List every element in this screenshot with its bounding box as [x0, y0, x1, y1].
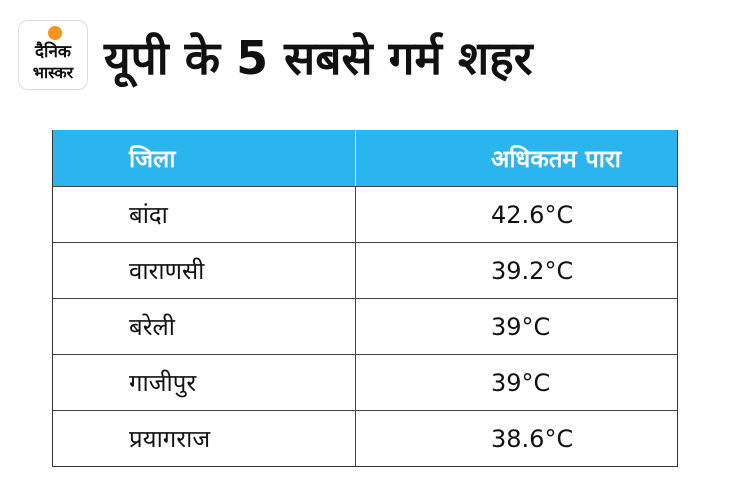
column-divider	[355, 131, 356, 186]
column-divider	[355, 243, 356, 298]
logo-sun	[48, 26, 62, 40]
column-divider	[355, 187, 356, 242]
logo-text: भास्कर	[32, 63, 74, 82]
table-row: बरेली 39°C	[53, 298, 677, 354]
table: जिला अधिकतम पारा बांदा 42.6°C वाराणसी 39.2°C ब…	[52, 130, 678, 467]
table-row: गाजीपुर 39°C	[53, 354, 677, 410]
table-row: प्रयागराज 38.6°C	[53, 410, 677, 466]
table-cell: गाजीपुर	[129, 369, 197, 397]
header-row: जिला अधिकतम पारा	[53, 130, 677, 186]
header-cell: अधिकतम पारा	[491, 145, 622, 173]
table-cell: प्रयागराज	[129, 425, 211, 453]
logo-text: दैनिक	[35, 42, 71, 62]
column-divider	[355, 355, 356, 410]
table-cell: 38.6°C	[491, 424, 574, 453]
table-cell: 39.2°C	[491, 256, 574, 285]
column-divider	[355, 411, 356, 466]
table-cell: बरेली	[129, 313, 176, 341]
table-cell: 39°C	[491, 368, 551, 397]
table-cell: 42.6°C	[491, 200, 574, 229]
table-row: वाराणसी 39.2°C	[53, 242, 677, 298]
table-cell: 39°C	[491, 312, 551, 341]
table-cell: बांदा	[129, 201, 168, 229]
table-row: बांदा 42.6°C	[53, 186, 677, 242]
logo: दैनिक भास्कर	[18, 20, 88, 90]
column-divider	[355, 299, 356, 354]
table-cell: वाराणसी	[129, 257, 205, 285]
title: यूपी के 5 सबसे गर्म शहर	[104, 31, 533, 85]
header-cell: जिला	[129, 145, 176, 173]
